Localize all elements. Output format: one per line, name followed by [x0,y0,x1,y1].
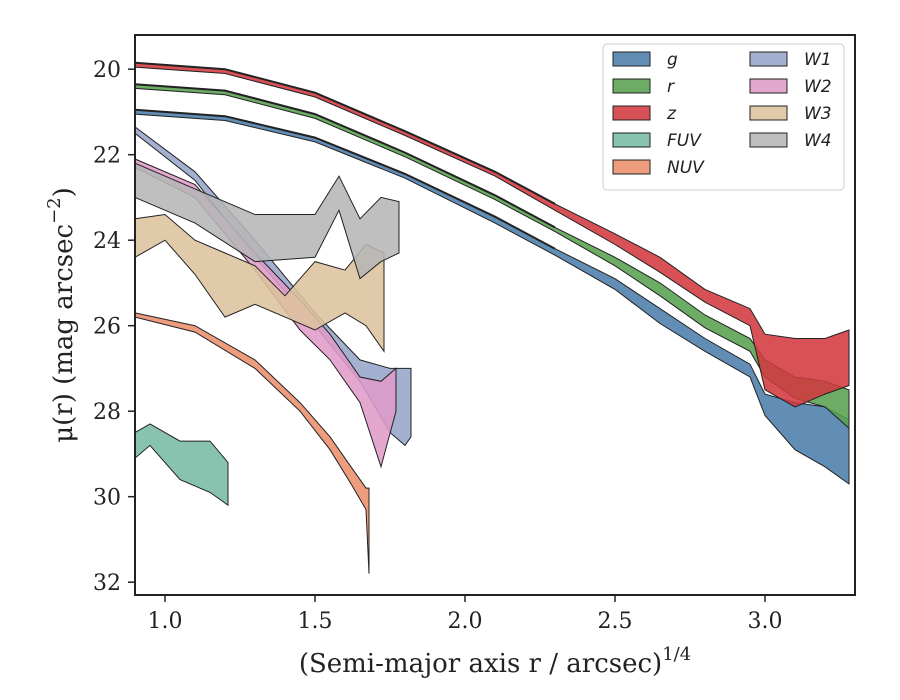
profile-line-g [134,108,556,250]
y-tick-label: 22 [93,144,121,169]
y-axis-label: μ(r) (mag arcsec−2) [44,187,79,443]
legend-label-w3: W3 [804,104,832,124]
x-axis-label-exponent: 1/4 [662,644,691,665]
x-tick-label: 1.0 [148,609,183,634]
legend-swatch-w2 [749,78,788,94]
profile-line-z [134,61,556,205]
y-tick-label: 32 [93,571,121,596]
legend-swatch-z [612,105,651,121]
legend-label-w1: W1 [804,50,832,70]
y-axis-label-exponent: −2 [44,197,65,224]
legend: grz FUV NUV W1 W2 W3 W4 [602,43,845,191]
profile-line-layer [134,61,556,250]
legend-label-w4: W4 [804,131,832,151]
legend-swatch-fuv [612,132,651,148]
y-tick-label: 30 [93,486,121,511]
band-nuv [134,312,370,574]
x-tick-label: 2.0 [448,609,483,634]
axes-frame [134,34,856,596]
x-axis-label: (Semi-major axis r / arcsec)1/4 [299,644,691,679]
x-tick-label: 1.5 [298,609,333,634]
legend-label-z: z [666,104,677,124]
x-tick-label: 2.5 [598,609,633,634]
tick-layer: 1.0 1.5 2.0 2.5 3.0 20 22 24 26 28 30 32 [93,58,783,634]
legend-label-fuv: FUV [667,131,702,151]
legend-swatch-r [612,78,651,94]
band-w3 [134,213,385,353]
legend-swatch-nuv [612,159,651,175]
band-w4 [134,162,400,280]
legend-label-g: g [667,50,678,70]
legend-items: grz FUV NUV W1 W2 W3 W4 [612,50,832,178]
legend-swatch-w1 [749,51,788,67]
y-tick-label: 20 [93,58,121,83]
legend-swatch-w4 [749,132,788,148]
series-layer [134,62,850,574]
y-axis-label-close: ) [49,187,79,197]
legend-label-w2: W2 [804,77,832,97]
legend-swatch-w3 [749,105,788,121]
profile-line-r [134,83,556,229]
x-tick-label: 3.0 [748,609,783,634]
y-tick-label: 24 [93,229,121,254]
legend-swatch-g [612,51,651,67]
legend-label-nuv: NUV [667,158,705,178]
legend-label-r: r [667,77,675,97]
band-fuv [134,423,229,507]
y-tick-label: 26 [93,315,121,340]
y-tick-label: 28 [93,400,121,425]
